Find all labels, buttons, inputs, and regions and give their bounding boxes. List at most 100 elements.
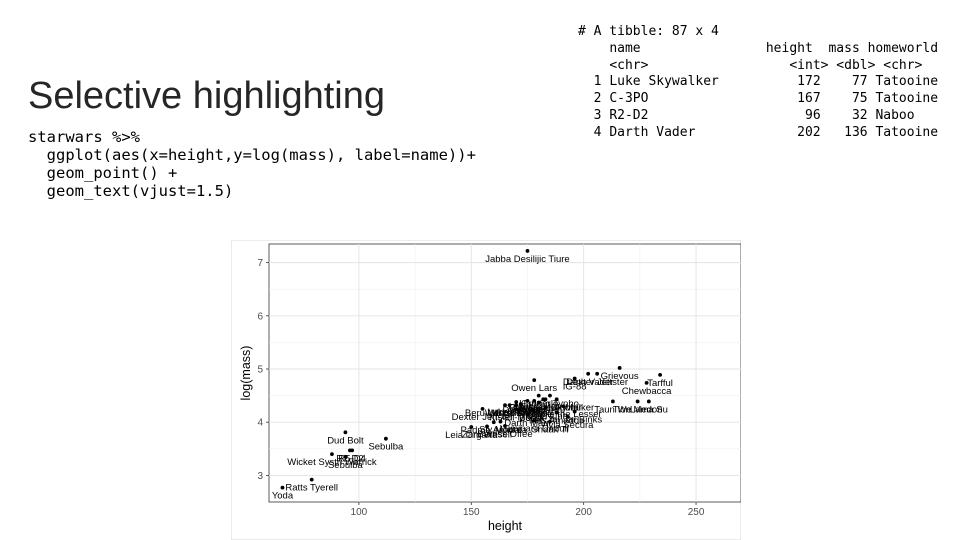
scatter-plot: 100 150 200 250 3 4 5 6 7 Jabba Desilijic Tiure Y…	[231, 240, 741, 540]
y-tick-label: 7	[257, 258, 263, 269]
data-point	[525, 412, 530, 417]
data-point	[383, 436, 388, 441]
data-point	[548, 419, 552, 424]
point-label: Dooku	[503, 405, 530, 416]
point-label: Zam Wesell	[462, 429, 512, 440]
point-label: Wedge Antilles	[485, 408, 548, 419]
point-label: Chewbacca	[622, 386, 672, 397]
code-line: geom_text(vjust=1.5)	[28, 182, 234, 200]
col-name: name	[609, 40, 641, 56]
point-label: Nien Nunb	[523, 411, 568, 422]
point-label: Tion Medon	[613, 404, 663, 415]
type-name: <chr>	[609, 57, 649, 73]
data-point	[566, 414, 570, 419]
data-point	[617, 366, 622, 370]
data-point	[480, 407, 485, 411]
data-point	[532, 399, 537, 403]
x-axis-title: height	[488, 519, 523, 533]
point-label: Taun We	[594, 404, 631, 415]
data-point	[503, 403, 507, 408]
point-label: Jar Jar Binks	[547, 415, 602, 426]
point-label: Biggs Darklighter	[509, 402, 581, 413]
row-name: R2-D2	[609, 107, 649, 123]
x-tick-label: 200	[575, 507, 592, 518]
data-point	[644, 380, 649, 385]
point-label: Barriss Offee	[477, 429, 532, 440]
data-point	[532, 418, 537, 423]
code-line: geom_point() +	[28, 164, 178, 182]
point-label: Anakin Skywalker	[519, 402, 594, 413]
point-label: Sebulba	[328, 460, 364, 471]
data-point	[491, 420, 496, 425]
data-point	[541, 397, 546, 402]
point-label: Luminara Unduli	[500, 424, 569, 435]
point-label: Obi-Wan Kenobi	[509, 402, 578, 413]
y-tick-label: 6	[257, 311, 263, 322]
data-point	[514, 407, 519, 412]
point-label: Tarfful	[647, 378, 673, 389]
point-label: Dud Bolt	[327, 435, 364, 446]
data-point	[554, 397, 559, 402]
data-point	[514, 400, 519, 404]
tibble-header: # A tibble: 87 x 4	[578, 24, 719, 39]
data-point	[658, 372, 662, 377]
plot-panel	[268, 243, 741, 503]
data-point	[503, 424, 507, 428]
point-label: Dexter Jettster	[566, 377, 628, 388]
point-label: Leia Organa	[445, 430, 498, 441]
tibble-output: # A tibble: 87 x 4 name height mass home…	[578, 24, 939, 140]
data-point	[646, 399, 651, 404]
point-label: R2-D2	[336, 453, 363, 464]
data-point	[536, 393, 541, 398]
data-point	[518, 402, 523, 407]
point-label: Bossk	[519, 413, 545, 424]
data-point	[543, 405, 548, 410]
data-point	[525, 249, 530, 253]
point-label: Lama Su	[630, 404, 668, 415]
row-name: C-3PO	[609, 91, 649, 107]
point-label: Jabba Desilijic Tiure	[485, 254, 569, 265]
slide-title: Selective highlighting	[28, 75, 386, 118]
data-point	[507, 403, 512, 408]
x-tick-label: 150	[463, 507, 480, 518]
axis-ticks: 100 150 200 250 3 4 5 6 7	[257, 258, 704, 518]
row-name: Luke Skywalker	[609, 74, 719, 90]
point-label: Darth Maul	[504, 418, 550, 429]
point-label: Lobot	[522, 404, 546, 415]
point-label: Poggle the Lesser	[525, 409, 602, 420]
data-point	[485, 424, 489, 429]
y-axis-title: log(mass)	[239, 346, 253, 401]
data-point	[330, 452, 334, 457]
data-point	[561, 404, 566, 409]
point-label: Grievous	[601, 371, 639, 382]
data-point	[525, 399, 530, 403]
data-point	[343, 454, 348, 459]
code-block: starwars %>% ggplot(aes(x=height,y=log(m…	[28, 128, 476, 200]
data-point	[572, 376, 577, 381]
point-label: Darth Vader	[563, 377, 614, 388]
data-point	[280, 485, 285, 490]
point-label: Sly Moore	[479, 425, 522, 436]
data-point	[350, 448, 355, 453]
data-point	[532, 378, 537, 383]
y-tick-label: 5	[257, 365, 263, 376]
point-label: Han Solo	[519, 399, 558, 410]
point-label: Yoda	[272, 491, 294, 502]
point-label: Beru Whitesun lars	[465, 408, 546, 419]
data-point	[498, 419, 503, 424]
data-point	[469, 425, 474, 429]
point-label: Luke Skywalker	[487, 407, 554, 418]
point-label: Dexter Jettster	[452, 412, 514, 423]
y-tick-label: 3	[257, 471, 263, 482]
data-points	[280, 249, 662, 490]
data-point	[586, 371, 591, 376]
data-point	[309, 477, 314, 482]
point-label: Boba Fett	[518, 406, 560, 417]
data-point	[610, 399, 615, 404]
data-point	[530, 408, 534, 412]
point-label: Ki-Adi-Mundi	[489, 412, 543, 423]
point-label: Ackbar	[513, 404, 543, 415]
point-label: Ayla Secura	[542, 420, 594, 431]
point-label: Gregar Typho	[521, 399, 579, 410]
grid-lines	[269, 244, 741, 502]
